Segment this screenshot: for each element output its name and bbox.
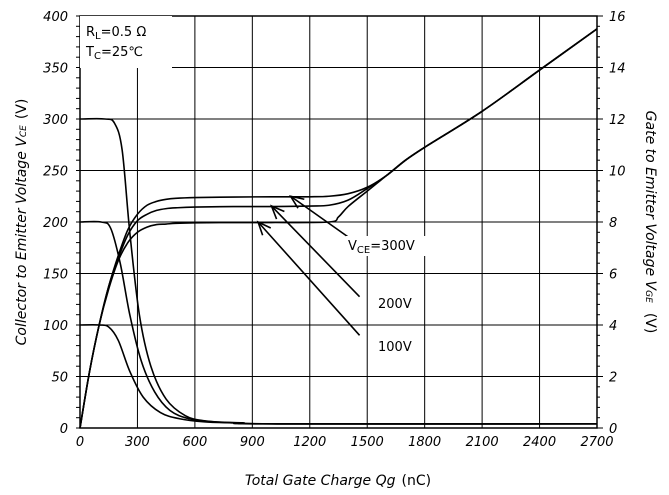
tc-value: =25℃ [101,45,143,60]
y-right-tick-label: 14 [609,62,626,77]
annotation-arrowhead [270,204,285,220]
y-left-tick-label: 50 [51,371,68,386]
x-axis-unit: (nC) [402,473,432,489]
y-right-tick-label: 0 [609,422,617,437]
y-axis-right-title: Gate to Emitter Voltage VGE (V) [642,111,658,334]
y-left-tick-label: 400 [43,10,68,25]
vce-curve [79,220,598,425]
annotation-arrow [270,205,361,298]
x-tick-label: 900 [240,435,265,450]
y-left-tick-label: 350 [43,62,68,77]
x-tick-label: 600 [182,435,207,450]
y-left-tick-label: 150 [43,268,68,283]
annotation-arrow [257,221,361,336]
tc-sub: C [94,51,101,62]
label-100v: 100V [378,340,412,355]
vce-300v-main: V [348,239,357,254]
vce-curve [79,324,598,425]
y-right-tick-label: 10 [609,165,626,180]
vge-curve [79,28,598,429]
annotation-arrowhead [288,195,305,209]
condition-rl: RL=0.5 Ω [86,25,146,42]
y-right-sub: GE [643,290,653,303]
x-tick-label: 1500 [351,435,384,450]
annotation-arrowhead [256,220,272,236]
x-tick-label: 1200 [293,435,326,450]
vge-curve [79,28,598,429]
y-right-tick-label: 16 [609,10,626,25]
tc-main: T [85,45,94,60]
y-left-tick-label: 0 [60,422,68,437]
y-right-tick-label: 12 [609,113,626,128]
rl-sub: L [95,31,101,42]
x-tick-label: 300 [125,435,150,450]
y-right-tick-label: 8 [609,216,617,231]
y-axis-left-title: Collector to Emitter Voltage VCE (V) [14,99,30,346]
x-tick-label: 2100 [466,435,499,450]
grid: 0 300 600 900 1200 1500 1800 2100 2400 2700050100… [43,10,625,450]
x-axis-label: Total Gate Charge Qg [245,473,396,489]
vge-curve [79,28,598,429]
rl-main: R [86,25,95,40]
rl-value: =0.5 Ω [101,25,147,40]
y-left-sub: CE [19,125,29,137]
y-left-unit: (V) [14,99,30,120]
annotations [256,195,364,336]
vce-300v-value: =300V [370,239,415,254]
vce-300v-label: VCE=300V [348,239,415,256]
label-200v-bg [376,294,416,314]
x-tick-label: 2400 [523,435,556,450]
vce-curve [79,117,597,425]
y-left-tick-label: 250 [43,165,68,180]
vce-300v-sub: CE [357,245,370,256]
y-left-tick-label: 200 [43,216,68,231]
x-tick-label: 2700 [580,435,613,450]
vce-label-bg [346,236,428,256]
label-200v: 200V [378,297,412,312]
y-right-tick-label: 4 [609,319,617,334]
y-left-tick-label: 300 [43,113,68,128]
x-axis-title: Total Gate Charge Qg (nC) [245,473,431,489]
conditions-box [80,16,172,68]
y-right-tick-label: 6 [609,268,617,283]
curves [79,28,598,429]
y-right-label: Gate to Emitter Voltage V [642,111,658,292]
y-left-label: Collector to Emitter Voltage V [14,136,30,346]
y-right-tick-label: 2 [609,371,617,386]
y-left-tick-label: 100 [43,319,68,334]
y-right-unit: (V) [642,313,658,334]
x-tick-label: 0 [76,435,84,450]
label-100v-bg [376,337,416,357]
x-tick-label: 1800 [408,435,441,450]
condition-tc: TC=25℃ [85,45,143,62]
